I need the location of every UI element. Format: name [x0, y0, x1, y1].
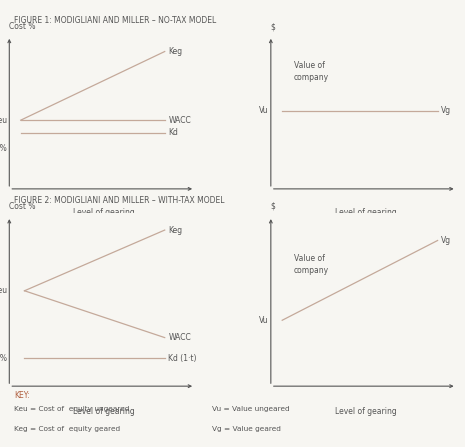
Text: Vu: Vu — [259, 316, 269, 325]
Text: Level of gearing: Level of gearing — [335, 407, 397, 416]
Text: Keg: Keg — [168, 47, 183, 56]
Text: Value of
company: Value of company — [293, 254, 329, 275]
Text: $: $ — [271, 22, 276, 31]
Text: Keg = Cost of  equity geared: Keg = Cost of equity geared — [14, 426, 120, 432]
Text: Kd: Kd — [168, 128, 179, 137]
Text: WACC: WACC — [168, 116, 191, 125]
Text: $: $ — [271, 202, 276, 211]
Text: KEY:: KEY: — [14, 391, 30, 400]
Text: Value of
company: Value of company — [293, 61, 329, 82]
Text: Vg: Vg — [441, 236, 452, 245]
Text: Keg: Keg — [168, 226, 183, 235]
Text: Vg: Vg — [441, 106, 452, 115]
Text: WACC: WACC — [168, 333, 191, 342]
Text: Level of gearing: Level of gearing — [335, 207, 397, 217]
Text: FIGURE 2: MODIGLIANI AND MILLER – WITH-TAX MODEL: FIGURE 2: MODIGLIANI AND MILLER – WITH-T… — [14, 196, 224, 205]
Text: Keu: Keu — [0, 116, 7, 125]
Text: FIGURE 1: MODIGLIANI AND MILLER – NO-TAX MODEL: FIGURE 1: MODIGLIANI AND MILLER – NO-TAX… — [14, 17, 216, 25]
Text: Level of gearing: Level of gearing — [73, 407, 135, 416]
Text: 7%: 7% — [0, 354, 7, 363]
Text: Cost %: Cost % — [9, 22, 36, 31]
Text: Cost %: Cost % — [9, 202, 36, 211]
Text: 10%: 10% — [0, 144, 7, 153]
Text: Vg = Value geared: Vg = Value geared — [212, 426, 281, 432]
Text: Vu: Vu — [259, 106, 269, 115]
Text: Keu = Cost of  equity ungeared: Keu = Cost of equity ungeared — [14, 406, 129, 412]
Text: Level of gearing: Level of gearing — [73, 207, 135, 217]
Text: Keu: Keu — [0, 286, 7, 295]
Text: Kd (1·t): Kd (1·t) — [168, 354, 197, 363]
Text: Vu = Value ungeared: Vu = Value ungeared — [212, 406, 290, 412]
